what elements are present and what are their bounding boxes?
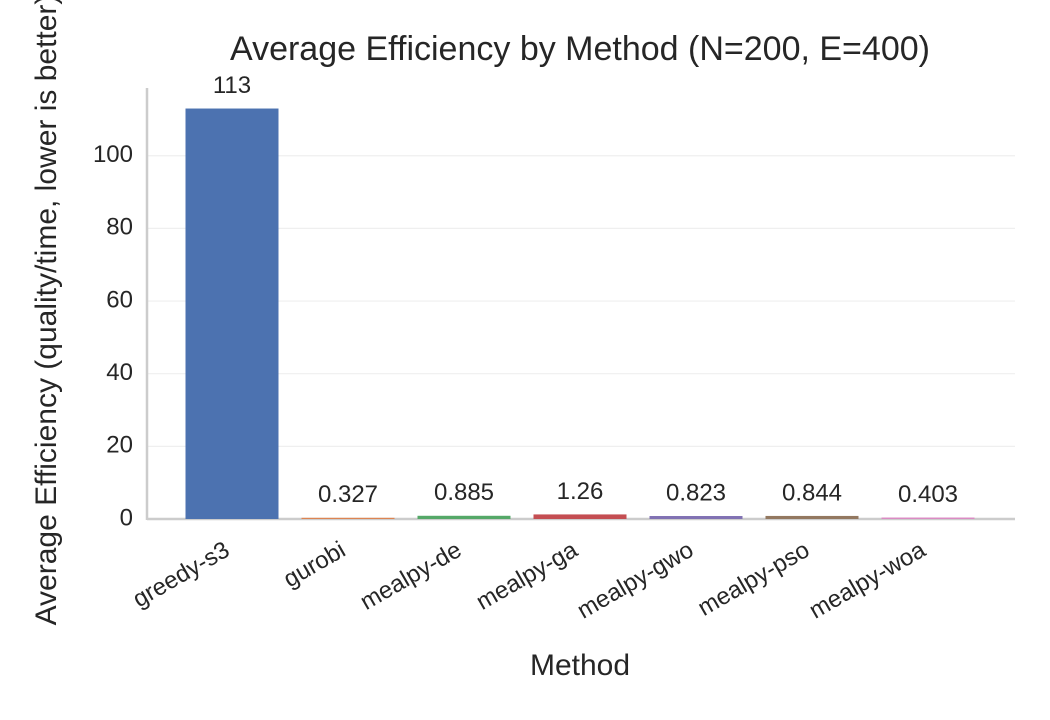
x-tick-label: mealpy-woa — [805, 536, 931, 624]
bar — [533, 514, 627, 519]
y-tick-label: 80 — [106, 214, 133, 241]
chart-title: Average Efficiency by Method (N=200, E=4… — [230, 30, 930, 68]
value-label: 0.327 — [318, 481, 378, 508]
y-axis-label: Average Efficiency (quality/time, lower … — [30, 0, 63, 625]
x-tick-label: mealpy-de — [356, 536, 467, 615]
value-label: 1.26 — [557, 478, 604, 505]
x-tick-label: mealpy-gwo — [573, 536, 699, 624]
bar — [417, 515, 511, 519]
y-tick-label: 100 — [93, 141, 133, 168]
x-tick-label: gurobi — [279, 536, 350, 593]
x-axis-label: Method — [530, 649, 630, 682]
bar — [185, 108, 279, 520]
y-tick-label: 40 — [106, 359, 133, 386]
x-tick-label: mealpy-pso — [693, 536, 814, 621]
bar — [649, 516, 743, 519]
value-label: 0.823 — [666, 479, 726, 506]
bar — [765, 515, 859, 519]
value-label: 113 — [213, 72, 251, 99]
y-tick-label: 20 — [106, 432, 133, 459]
bar — [301, 517, 395, 519]
y-tick-label: 0 — [120, 504, 133, 531]
value-label: 0.403 — [898, 481, 958, 508]
x-tick-label: greedy-s3 — [128, 536, 234, 613]
bar — [881, 517, 975, 519]
x-tick-label: mealpy-ga — [472, 536, 583, 616]
value-label: 0.885 — [434, 479, 494, 506]
y-tick-label: 60 — [106, 286, 133, 313]
value-label: 0.844 — [782, 479, 842, 506]
